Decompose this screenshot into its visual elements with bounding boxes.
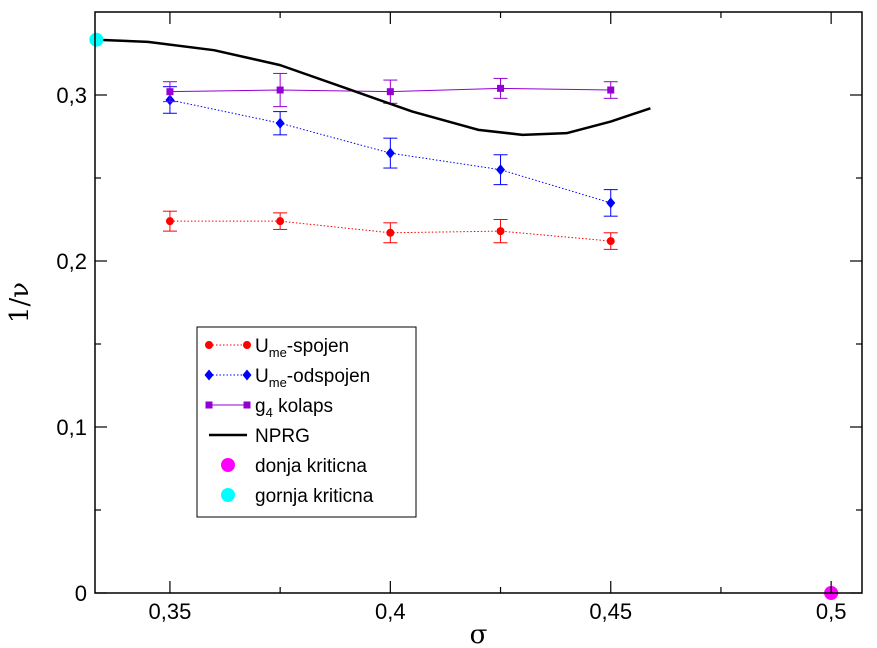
legend-marker-u-me-odspojen [204,369,214,381]
plot-content [89,32,839,600]
legend-label-u-me-odspojen: Ume-odspojen [255,366,370,390]
legend-label-main: U [255,336,269,357]
data-point-g-4-kolaps [607,86,615,94]
series-u-me-spojen [162,210,618,250]
x-tick-label: 0,5 [816,599,847,624]
data-point-g-4-kolaps [166,88,174,96]
axes: 0,35 0,4 0,45 0,5 0 0,1 0,2 0,3 [56,12,862,624]
legend-entry-u-me-spojen: Ume-spojen [205,336,349,360]
x-tick-label: 0,45 [589,599,632,624]
legend-label-subscript: 4 [266,405,273,420]
y-tick-label: 0,3 [56,83,87,108]
legend-label-rest: -odspojen [287,366,370,387]
data-point-u-me-spojen [606,237,615,246]
legend-marker-u-me-spojen [243,341,251,349]
legend-marker-g-4-kolaps [205,401,213,409]
legend-label-subscript: me [269,345,287,360]
plot-frame [94,11,863,594]
legend-marker-u-me-spojen [205,341,213,349]
x-tick-label: 0,35 [149,599,192,624]
y-tick-label: 0,2 [56,249,87,274]
legend-marker-u-me-odspojen [242,369,252,381]
legend-entry-donja-kriticna: donja kriticna [221,456,367,477]
series-gornja-kriticna [89,32,104,47]
legend-label-rest: -spojen [287,336,349,357]
data-point-g-4-kolaps [497,84,505,92]
legend-entry-u-me-odspojen: Ume-odspojen [204,366,370,390]
legend-marker-donja-kriticna [221,458,235,472]
legend-label-main: U [255,366,269,387]
legend-label-main: g [255,396,266,417]
series-u-me-odspojen [162,86,618,217]
series-nprg [96,38,651,137]
legend-label-gornja-kriticna: gornja kriticna [255,486,374,507]
legend-label-main: NPRG [255,426,310,447]
legend-label-nprg: NPRG [255,426,310,447]
legend-label-u-me-spojen: Ume-spojen [255,336,349,360]
y-axis-label: 1/ν [5,282,35,323]
legend-label-donja-kriticna: donja kriticna [255,456,367,477]
legend-label-main: donja kriticna [255,456,367,477]
data-point-g-4-kolaps [276,86,284,94]
x-tick-label: 0,4 [375,599,406,624]
legend-entry-gornja-kriticna: gornja kriticna [221,486,374,507]
data-point-u-me-spojen [386,228,395,237]
data-point-u-me-odspojen [275,117,285,129]
data-point-u-me-spojen [165,217,174,226]
data-point-u-me-odspojen [496,164,506,176]
series-g-4-kolaps [162,72,618,108]
legend-entry-nprg: NPRG [209,426,310,447]
data-point-gornja-kriticna [89,32,104,47]
legend-marker-gornja-kriticna [221,488,235,502]
legend-marker-g-4-kolaps [243,401,251,409]
y-tick-label: 0 [75,581,87,606]
data-point-u-me-spojen [276,217,285,226]
legend-box [196,326,417,518]
data-point-u-me-spojen [496,227,505,236]
legend-entry-g-4-kolaps: g4 kolaps [205,396,333,420]
legend-label-g-4-kolaps: g4 kolaps [255,396,333,420]
y-tick-label: 0,1 [56,415,87,440]
series-line-nprg [96,38,651,137]
x-axis-label: σ [470,620,488,648]
data-point-u-me-odspojen [606,197,616,209]
legend-label-main: gornja kriticna [255,486,374,507]
legend-label-subscript: me [269,375,287,390]
legend-label-rest: kolaps [273,396,333,417]
data-point-g-4-kolaps [386,88,394,96]
data-point-u-me-odspojen [385,147,395,159]
